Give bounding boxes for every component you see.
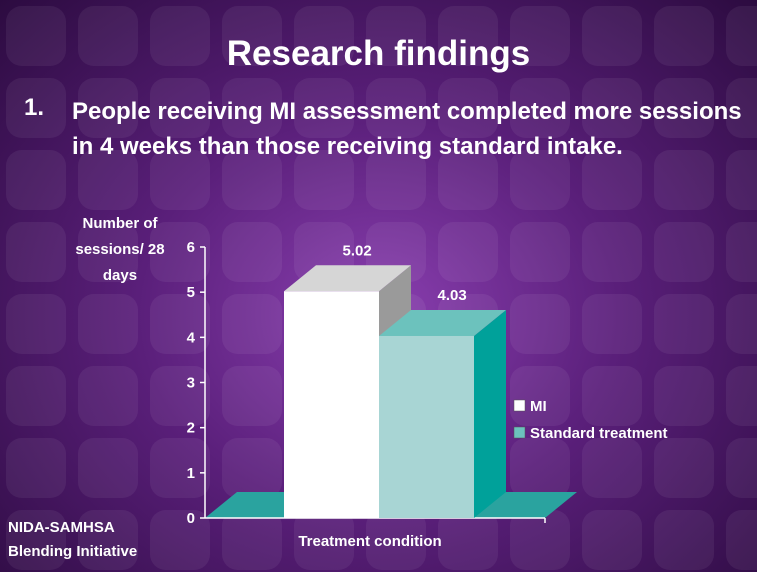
slide-title: Research findings: [226, 34, 531, 73]
bullet-number: 1.: [24, 94, 45, 121]
bar-top: [379, 309, 506, 336]
y-axis-label: sessions/ 28: [75, 241, 164, 258]
y-axis-label: Number of: [83, 215, 159, 232]
footer: Blending Initiative: [8, 543, 137, 560]
y-tick-label: 0: [187, 510, 195, 527]
y-tick-label: 3: [187, 375, 195, 392]
bar: [284, 291, 379, 518]
y-tick-label: 2: [187, 420, 195, 437]
y-tick-label: 5: [187, 284, 195, 301]
y-tick-label: 6: [187, 239, 195, 256]
legend-label: Standard treatment: [530, 425, 668, 442]
bar-top: [284, 265, 411, 292]
legend-swatch: [513, 399, 526, 412]
footer: NIDA-SAMHSA: [8, 519, 115, 536]
bar: [379, 335, 474, 518]
value-label: 4.03: [437, 287, 466, 304]
bar-side: [474, 309, 506, 518]
legend-swatch: [513, 426, 526, 439]
legend-label: MI: [530, 398, 547, 415]
y-tick-label: 4: [187, 329, 196, 346]
bullet-text: People receiving MI assessment completed…: [72, 98, 742, 160]
value-label: 5.02: [342, 242, 371, 259]
y-tick-label: 1: [187, 465, 195, 482]
y-axis-label: days: [103, 267, 137, 284]
x-axis-label: Treatment condition: [298, 533, 441, 550]
